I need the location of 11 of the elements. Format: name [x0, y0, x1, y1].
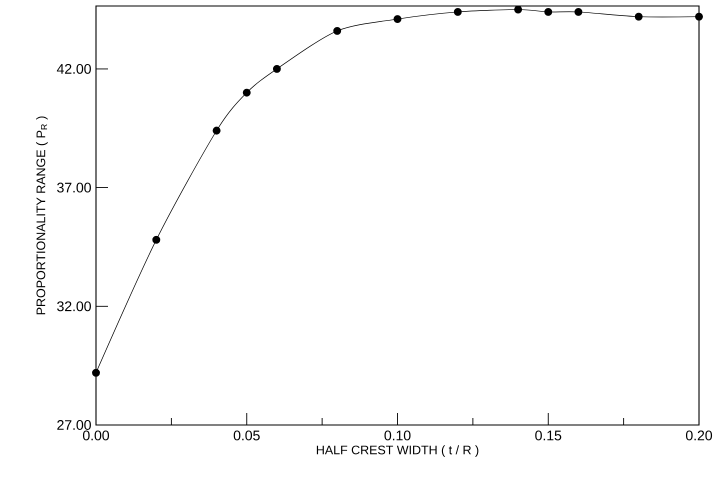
x-tick-label: 0.15: [535, 430, 562, 440]
x-tick-label: 0.20: [686, 430, 712, 440]
y-tick-label: 32.00: [57, 301, 91, 312]
x-tick-label: 0.05: [234, 430, 260, 440]
x-tick-label: 0.00: [82, 430, 110, 440]
y-tick-label: 37.00: [57, 182, 91, 193]
y-tick-label: 42.00: [56, 64, 91, 74]
y-axis-title: PROPORTIONALITY RANGE ( P$_{R}$ ): [36, 116, 48, 314]
x-tick-label: 0.10: [384, 430, 411, 440]
y-tick-label: 27.00: [57, 420, 91, 430]
x-axis-title: HALF CREST WIDTH ( t / R ): [316, 445, 478, 457]
